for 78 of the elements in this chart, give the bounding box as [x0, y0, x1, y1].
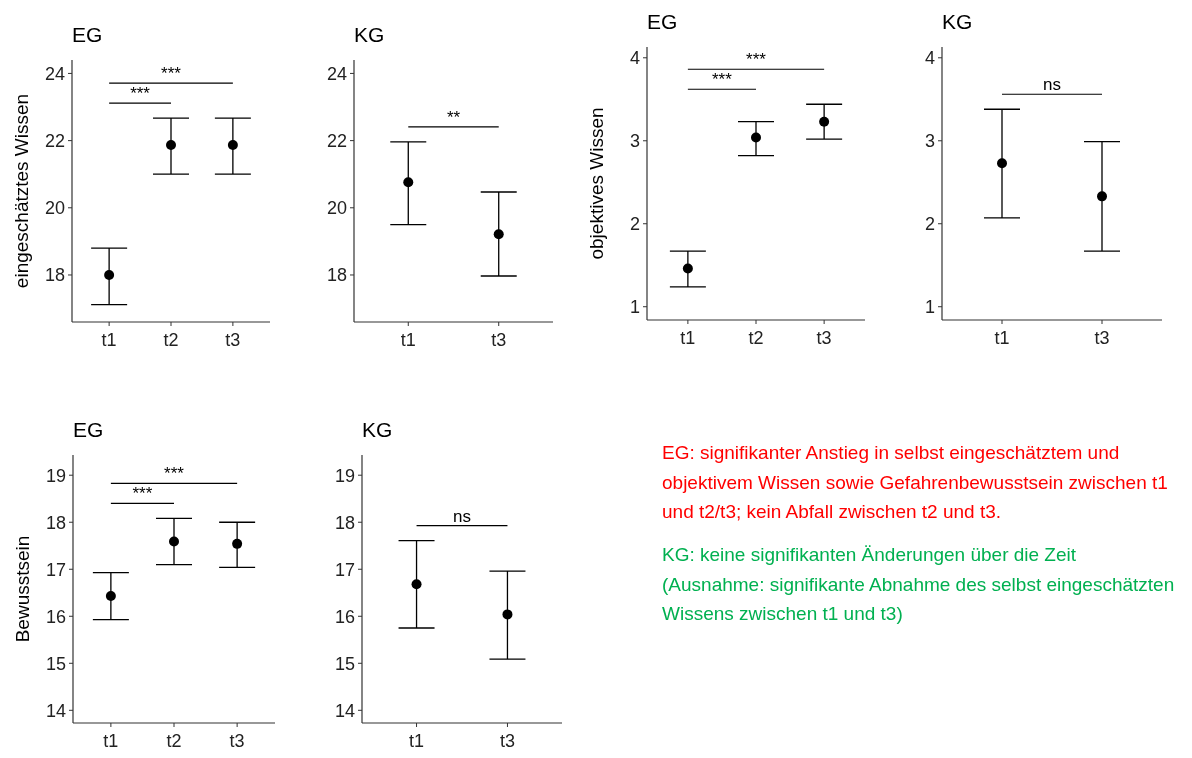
y-tick-label: 19 — [45, 465, 66, 486]
x-tick-label: t1 — [101, 330, 117, 350]
annotation: *** — [130, 84, 151, 104]
point — [682, 263, 693, 274]
y-tick-label: 24 — [44, 63, 65, 84]
significance-bracket: *** — [687, 70, 757, 90]
x-tick-label: t1 — [103, 731, 119, 751]
annotation: *** — [746, 50, 767, 70]
y-tick-label: 17 — [45, 559, 66, 580]
x-tick-label: t3 — [491, 330, 507, 350]
y-tick-label: 1 — [924, 297, 935, 318]
annotation: ns — [1043, 75, 1061, 95]
significance-bracket: *** — [110, 484, 175, 505]
y-tick-label: 18 — [44, 265, 65, 286]
y-tick-label: 18 — [326, 265, 347, 286]
y-tick-label: 16 — [334, 606, 355, 627]
x-tick-label: t3 — [229, 731, 245, 751]
y-tick-label: 1 — [629, 297, 640, 318]
x-tick-label: t1 — [409, 731, 425, 751]
y-tick-label: 2 — [924, 214, 935, 235]
significance-bracket: ns — [1001, 75, 1103, 95]
x-tick-label: t1 — [680, 328, 696, 348]
chart-title: KG — [354, 23, 385, 46]
y-tick-label: 18 — [334, 512, 355, 533]
y-tick-label: 3 — [924, 131, 935, 152]
significance-bracket: *** — [108, 84, 172, 104]
y-tick-label: 14 — [45, 700, 66, 721]
point — [105, 591, 116, 602]
y-tick-label: 15 — [45, 653, 66, 674]
y-tick-label: 19 — [334, 465, 355, 486]
y-tick-label: 24 — [326, 63, 347, 84]
chart-title: EG — [647, 10, 678, 33]
annotation: ns — [453, 506, 471, 526]
y-tick-label: 15 — [334, 653, 355, 674]
y-axis-title: objektives Wissen — [586, 107, 607, 260]
annotation: ** — [446, 107, 461, 127]
y-tick-label: 18 — [45, 512, 66, 533]
point — [819, 116, 830, 127]
annotation: *** — [712, 70, 733, 90]
x-tick-label: t3 — [225, 330, 241, 350]
annotation: *** — [164, 464, 185, 484]
significance-bracket: ns — [415, 506, 509, 527]
y-tick-label: 4 — [924, 48, 935, 69]
chart-title: EG — [72, 23, 103, 46]
significance-bracket: *** — [108, 64, 234, 84]
y-tick-label: 16 — [45, 606, 66, 627]
chart-title: KG — [942, 10, 973, 33]
x-tick-label: t3 — [1094, 328, 1110, 348]
x-tick-label: t3 — [499, 731, 515, 751]
annotation: *** — [161, 64, 182, 84]
x-tick-label: t2 — [166, 731, 182, 751]
y-tick-label: 20 — [44, 198, 65, 219]
y-tick-label: 20 — [326, 198, 347, 219]
point — [751, 132, 761, 143]
annotation: *** — [132, 484, 153, 504]
point — [169, 536, 179, 547]
y-tick-label: 4 — [629, 48, 640, 69]
y-tick-label: 17 — [334, 559, 355, 580]
x-tick-label: t1 — [994, 328, 1010, 348]
y-tick-label: 2 — [629, 214, 640, 235]
x-tick-label: t1 — [400, 330, 416, 350]
y-tick-label: 14 — [334, 700, 355, 721]
text: EG: signifikanter Anstieg in selbst eingeschätztem und objektivem Wissen sowie Gefahrenbewusstsein zwischen t1 und t2/t3; kein Abfall zwischen t2 und t3. — [662, 442, 1168, 523]
significance-bracket: *** — [110, 464, 238, 485]
y-axis-title: eingeschätztes Wissen — [11, 93, 32, 289]
significance-bracket: ** — [407, 107, 500, 128]
significance-bracket: *** — [687, 50, 825, 70]
y-axis-title: Bewusstsein — [12, 535, 33, 643]
x-tick-label: t2 — [163, 330, 179, 350]
text: KG: keine signifikanten Änderungen über die Zeit (Ausnahme: signifikante Abnahme des selbst eingeschätzten Wissens zwischen t1 und t3) — [662, 544, 1175, 624]
point — [232, 538, 243, 549]
x-tick-label: t2 — [748, 328, 764, 348]
y-tick-label: 22 — [44, 130, 65, 151]
y-tick-label: 3 — [629, 131, 640, 152]
x-tick-label: t3 — [816, 328, 832, 348]
chart-title: KG — [362, 418, 393, 441]
y-tick-label: 22 — [326, 130, 347, 151]
chart-title: EG — [73, 418, 104, 441]
